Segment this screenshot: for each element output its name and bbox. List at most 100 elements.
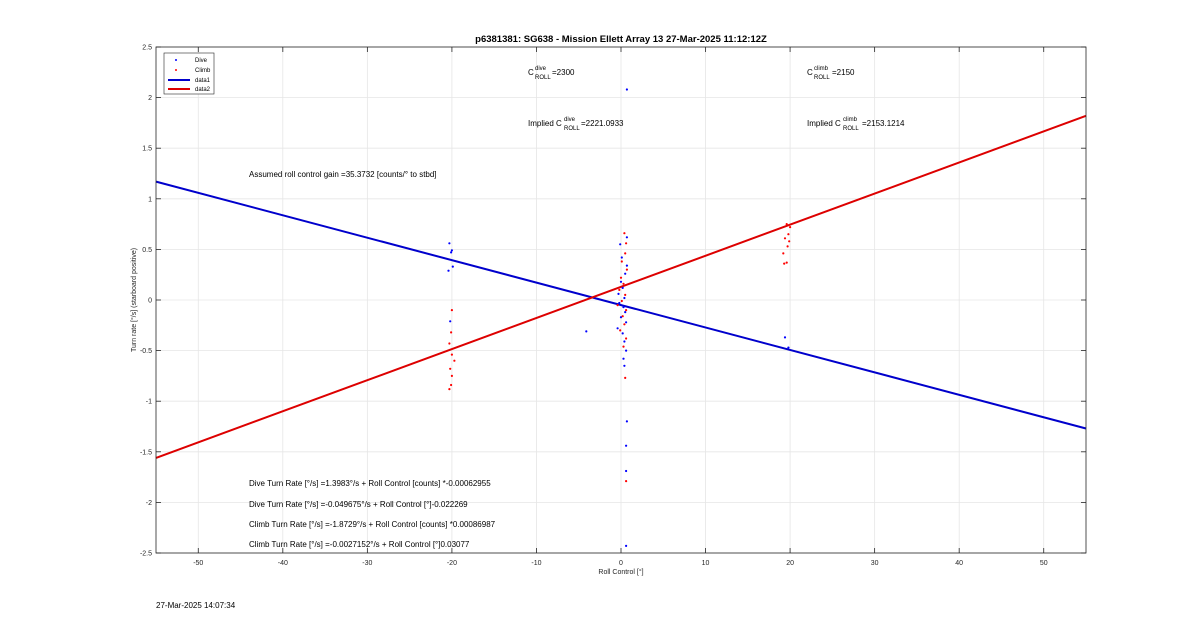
implied-dive-superscript: dive — [564, 117, 576, 123]
point-climb — [786, 223, 788, 225]
point-dive — [623, 365, 625, 367]
y-tick-label: -1 — [146, 399, 152, 406]
point-climb — [783, 263, 785, 265]
legend-label-data1: data1 — [195, 78, 211, 84]
point-dive — [622, 287, 624, 289]
point-climb — [450, 384, 452, 386]
c-climb-subscript: ROLL — [814, 75, 830, 81]
climb-fit-counts-annotation: Climb Turn Rate [°/s] =-1.8729°/s + Roll… — [249, 520, 496, 529]
point-dive — [618, 302, 620, 304]
point-climb — [788, 240, 790, 242]
point-climb — [448, 388, 450, 390]
legend-marker-dive — [175, 59, 177, 61]
point-dive — [625, 350, 627, 352]
x-tick-label: 0 — [619, 560, 623, 567]
y-tick-label: -2.5 — [140, 551, 152, 558]
x-tick-label: 10 — [702, 560, 710, 567]
point-climb — [622, 283, 624, 285]
point-climb — [625, 337, 627, 339]
point-climb — [625, 242, 627, 244]
point-climb — [451, 309, 453, 311]
point-dive — [626, 88, 628, 90]
point-dive — [624, 311, 626, 313]
y-tick-label: 2 — [148, 95, 152, 102]
point-climb — [789, 226, 791, 228]
x-tick-label: 30 — [871, 560, 879, 567]
point-climb — [626, 269, 628, 271]
legend: Dive Climb data1 data2 — [164, 53, 214, 94]
implied-climb-subscript: ROLL — [843, 126, 859, 132]
point-climb — [621, 260, 623, 262]
point-climb — [448, 342, 450, 344]
point-climb — [451, 354, 453, 356]
y-tick-label: -0.5 — [140, 348, 152, 355]
implied-climb-value: =2153.1214 — [862, 119, 905, 128]
point-climb — [623, 232, 625, 234]
legend-marker-climb — [175, 69, 177, 71]
x-tick-label: -20 — [447, 560, 457, 567]
point-dive — [447, 270, 449, 272]
y-tick-label: 1 — [148, 196, 152, 203]
point-climb — [620, 277, 622, 279]
climb-fit-degrees-annotation: Climb Turn Rate [°/s] =-0.0027152°/s + R… — [249, 540, 470, 549]
point-dive — [620, 281, 622, 283]
c-dive-subscript: ROLL — [535, 75, 551, 81]
dive-fit-counts-annotation: Dive Turn Rate [°/s] =1.3983°/s + Roll C… — [249, 479, 491, 488]
point-dive — [625, 445, 627, 447]
c-dive-superscript: dive — [535, 66, 547, 72]
y-tick-label: -1.5 — [140, 449, 152, 456]
dive-fit-degrees-annotation: Dive Turn Rate [°/s] =-0.049675°/s + Rol… — [249, 500, 468, 509]
x-tick-label: -30 — [362, 560, 372, 567]
implied-climb-symbol: Implied C — [807, 119, 841, 128]
point-climb — [617, 304, 619, 306]
y-tick-label: 0.5 — [142, 247, 152, 254]
point-climb — [450, 331, 452, 333]
point-dive — [449, 320, 451, 322]
point-dive — [622, 332, 624, 334]
legend-label-data2: data2 — [195, 87, 211, 93]
point-climb — [451, 375, 453, 377]
point-dive — [626, 265, 628, 267]
point-climb — [619, 329, 621, 331]
point-dive — [625, 545, 627, 547]
point-climb — [625, 309, 627, 311]
point-climb — [453, 360, 455, 362]
y-tick-label: 0 — [148, 298, 152, 305]
point-climb — [623, 323, 625, 325]
point-climb — [622, 315, 624, 317]
x-tick-label: 20 — [786, 560, 794, 567]
point-dive — [617, 293, 619, 295]
print-timestamp: 27-Mar-2025 14:07:34 — [156, 601, 236, 610]
point-climb — [787, 245, 789, 247]
x-tick-label: -40 — [278, 560, 288, 567]
roll-gain-annotation: Assumed roll control gain =35.3732 [coun… — [249, 170, 437, 179]
point-climb — [624, 294, 626, 296]
point-dive — [622, 306, 624, 308]
point-dive — [626, 236, 628, 238]
point-climb — [622, 346, 624, 348]
point-climb — [625, 480, 627, 482]
point-dive — [625, 470, 627, 472]
implied-climb-superscript: climb — [843, 117, 858, 123]
legend-label-dive: Dive — [195, 58, 208, 64]
point-climb — [784, 237, 786, 239]
point-dive — [452, 266, 454, 268]
legend-label-climb: Climb — [195, 68, 211, 74]
point-climb — [787, 233, 789, 235]
point-dive — [623, 340, 625, 342]
c-climb-symbol: C — [807, 68, 813, 77]
x-axis-label: Roll Control [°] — [598, 568, 643, 576]
point-dive — [448, 242, 450, 244]
x-tick-label: -50 — [193, 560, 203, 567]
c-climb-value: =2150 — [832, 68, 855, 77]
point-dive — [623, 297, 625, 299]
point-dive — [619, 243, 621, 245]
c-dive-value: =2300 — [552, 68, 575, 77]
point-dive — [787, 347, 789, 349]
implied-dive-symbol: Implied C — [528, 119, 562, 128]
point-climb — [782, 252, 784, 254]
implied-dive-subscript: ROLL — [564, 126, 580, 132]
point-dive — [450, 251, 452, 253]
y-tick-label: 2.5 — [142, 45, 152, 52]
